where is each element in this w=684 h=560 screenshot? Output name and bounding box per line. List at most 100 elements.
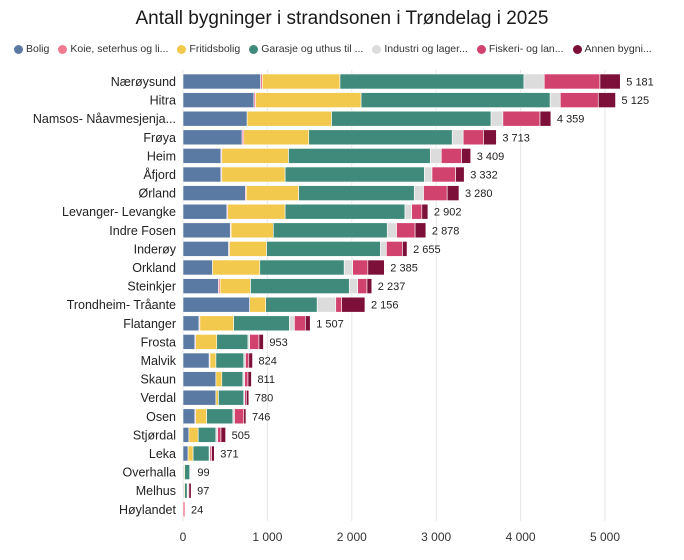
legend-label: Annen bygni... (584, 43, 652, 55)
bar-segment (249, 296, 267, 313)
bar-segment (246, 110, 332, 127)
bar-segment (182, 110, 248, 127)
bar-segment (308, 129, 453, 146)
bar-segment (187, 445, 194, 462)
bar-segment (192, 445, 210, 462)
bar-segment (182, 408, 196, 425)
x-tick-label: 3 000 (421, 530, 451, 544)
bar-segment (227, 203, 286, 220)
total-label: 3 280 (465, 188, 493, 200)
bar-segment (462, 129, 484, 146)
bar-segment (182, 296, 250, 313)
category-label: Indre Fosen (109, 224, 176, 238)
bar-segment (262, 73, 341, 90)
legend-label: Fritidsbolig (189, 43, 241, 55)
bar-segment (380, 241, 387, 257)
bar-segment (229, 241, 267, 257)
legend-item[interactable]: Fiskeri- og lan... (476, 43, 564, 55)
x-tick-label: 1 000 (252, 530, 282, 544)
bar-segment (182, 501, 186, 518)
bar-segment (396, 222, 416, 239)
bar-segment (455, 166, 465, 183)
bar-segment (182, 389, 217, 406)
bar-segment (367, 259, 385, 276)
bar-segment (182, 371, 217, 387)
legend-item[interactable]: Koie, seterhus og li... (58, 43, 168, 55)
bar-segment (182, 148, 222, 164)
total-label: 99 (197, 467, 209, 479)
total-label: 2 156 (371, 300, 399, 312)
legend-item[interactable]: Bolig (14, 43, 49, 55)
bar-segment (490, 110, 504, 127)
bar-segment (386, 222, 397, 239)
total-label: 5 125 (622, 95, 650, 107)
legend-item[interactable]: Garasje og uthus til ... (249, 43, 363, 55)
category-label: Flatanger (123, 317, 176, 331)
bar-segment (265, 296, 318, 313)
bar-segment (182, 315, 200, 332)
category-label: Osen (146, 410, 176, 424)
legend-label: Fiskeri- og lan... (488, 43, 564, 55)
bar-segment (246, 185, 299, 201)
legend-swatch (476, 44, 486, 54)
bar-segment (184, 464, 191, 480)
x-tick-label: 2 000 (337, 530, 367, 544)
bar-segment (411, 203, 423, 220)
bar-segment (402, 241, 408, 257)
bar-segment (255, 92, 362, 108)
bar-segment (245, 352, 250, 369)
bar-segment (352, 259, 369, 276)
category-label: Nærøysund (111, 75, 176, 89)
bar-segment (244, 371, 249, 387)
total-label: 3 713 (502, 132, 530, 144)
legend-item[interactable]: Fritidsbolig (177, 43, 240, 55)
bar-segment (188, 427, 199, 443)
bar-segment (221, 166, 286, 183)
bar-segment (284, 166, 425, 183)
category-label: Leka (149, 447, 176, 461)
legend-label: Bolig (26, 43, 50, 55)
bar-segment (182, 427, 190, 443)
legend-item[interactable]: Industri og lager... (372, 43, 468, 55)
bar-segment (206, 408, 234, 425)
bar-segment (360, 92, 551, 108)
legend-item[interactable]: Annen bygni... (572, 43, 652, 55)
bar-segment (243, 408, 247, 425)
total-label: 811 (257, 374, 275, 386)
category-label: Malvik (141, 354, 177, 368)
bar-segment (366, 278, 373, 294)
bar-segment (246, 389, 250, 406)
x-tick-label: 5 000 (590, 530, 620, 544)
bar-segment (597, 92, 616, 108)
total-label: 780 (255, 393, 273, 405)
bar-segment (219, 278, 251, 294)
x-tick-label: 0 (180, 530, 187, 544)
bar-segment (335, 296, 342, 313)
bar-segment (539, 110, 552, 127)
bar-segment (184, 482, 188, 499)
bar-segment (298, 185, 415, 201)
bar-segment (197, 427, 217, 443)
total-label: 746 (252, 411, 270, 423)
total-label: 2 237 (378, 281, 406, 293)
bar-segment (305, 315, 311, 332)
legend: Bolig Koie, seterhus og li... Fritidsbolig… (14, 41, 684, 57)
bar-segment (220, 427, 226, 443)
legend-swatch (572, 44, 582, 54)
bar-segment (215, 352, 245, 369)
bar-segment (423, 185, 448, 201)
bar-segment (357, 278, 368, 294)
bar-segment (182, 166, 222, 183)
bar-segment (218, 389, 245, 406)
bar-segment (549, 92, 561, 108)
total-label: 2 878 (432, 225, 460, 237)
bar-segment (182, 352, 210, 369)
bar-segment (243, 129, 310, 146)
bar-segment (331, 110, 492, 127)
legend-swatch (372, 44, 382, 54)
total-label: 4 359 (557, 114, 585, 126)
bar-segment (199, 315, 234, 332)
bar-segment (182, 73, 261, 90)
bar-segment (230, 222, 274, 239)
